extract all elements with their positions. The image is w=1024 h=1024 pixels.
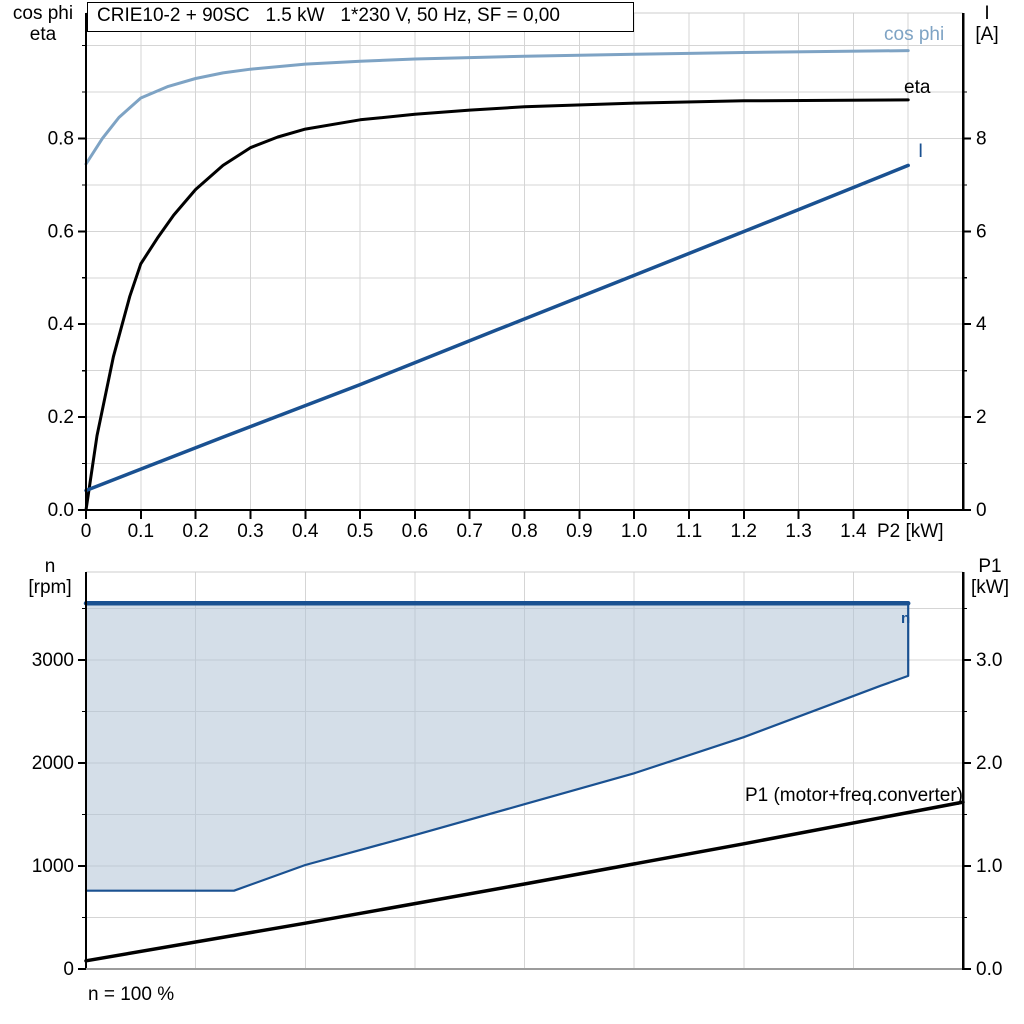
xtick-label: 0.2 <box>182 521 208 542</box>
bottom-chart-axes: 0 1000 2000 3000 0.0 1.0 2.0 3.0 <box>32 571 1002 980</box>
xtick-label: 0.7 <box>456 521 482 542</box>
curve-label-p1: P1 (motor+freq.converter) <box>744 785 963 806</box>
bottom-yaxis-left-label-2: [rpm] <box>28 577 72 598</box>
ytick-right-label: 2 <box>976 407 987 428</box>
series-i <box>84 163 910 493</box>
top-xaxis-unit-label: P2 [kW] <box>877 521 944 542</box>
speed-footnote: n = 100 % <box>88 984 175 1005</box>
top-yaxis-right-label-1: I <box>984 3 990 24</box>
ytick-right-label: 0 <box>976 500 987 521</box>
ytick-right-label: 3.0 <box>976 650 1002 671</box>
xtick-label: 1.4 <box>840 521 867 542</box>
top-chart-series <box>84 49 910 512</box>
chart-title-box: CRIE10-2 + 90SC 1.5 kW 1*230 V, 50 Hz, S… <box>87 2 634 32</box>
series-cos-phi <box>84 49 910 166</box>
xtick-label: 1.1 <box>676 521 702 542</box>
ytick-right-label: 8 <box>976 128 987 149</box>
curve-label-current: I <box>918 141 924 162</box>
curve-label-n: n <box>901 610 911 627</box>
ytick-right-label: 6 <box>976 221 987 242</box>
ytick-left-label: 0 <box>63 959 74 980</box>
ytick-left-label: 3000 <box>32 650 74 671</box>
bottom-yaxis-right-label-2: [kW] <box>971 577 1009 598</box>
xtick-label: 0.4 <box>292 521 319 542</box>
ytick-right-label: 1.0 <box>976 856 1002 877</box>
ytick-left-label: 0.6 <box>48 221 74 242</box>
speed-area-border <box>84 602 910 892</box>
bottom-chart-speed-area <box>83 601 911 892</box>
xtick-label: 0.6 <box>402 521 428 542</box>
series-eta <box>84 98 910 512</box>
ytick-left-label: 0.0 <box>48 500 74 521</box>
xtick-label: 0 <box>81 521 92 542</box>
ytick-right-label: 4 <box>976 314 987 335</box>
xtick-label: 1.3 <box>785 521 811 542</box>
bottom-yaxis-left-label-1: n <box>44 556 56 577</box>
bottom-chart-series <box>84 800 965 963</box>
xtick-label: 1.2 <box>731 521 757 542</box>
bottom-yaxis-right-label-1: P1 <box>978 556 1002 577</box>
ytick-right-label: 2.0 <box>976 753 1002 774</box>
xtick-label: 0.5 <box>347 521 373 542</box>
xtick-label: 0.9 <box>566 521 592 542</box>
ytick-left-label: 0.4 <box>48 314 75 335</box>
curve-label-eta: eta <box>904 77 931 98</box>
xtick-label: 0.3 <box>237 521 263 542</box>
top-yaxis-right-label-2: [A] <box>975 24 999 45</box>
top-yaxis-left-label-1: cos phi <box>12 3 74 24</box>
ytick-left-label: 1000 <box>32 856 74 877</box>
xtick-label: 0.8 <box>511 521 537 542</box>
speed-area-fill <box>86 603 909 891</box>
ytick-left-label: 0.8 <box>48 128 74 149</box>
ytick-right-label: 0.0 <box>976 959 1002 980</box>
curve-label-cos-phi: cos phi <box>884 24 945 45</box>
xtick-label: 0.1 <box>128 521 154 542</box>
series-p1 <box>84 800 965 963</box>
top-chart-grid <box>86 13 963 510</box>
ytick-left-label: 2000 <box>32 753 74 774</box>
ytick-left-label: 0.2 <box>48 407 74 428</box>
top-yaxis-left-label-2: eta <box>29 24 57 45</box>
xtick-label: 1.0 <box>621 521 647 542</box>
